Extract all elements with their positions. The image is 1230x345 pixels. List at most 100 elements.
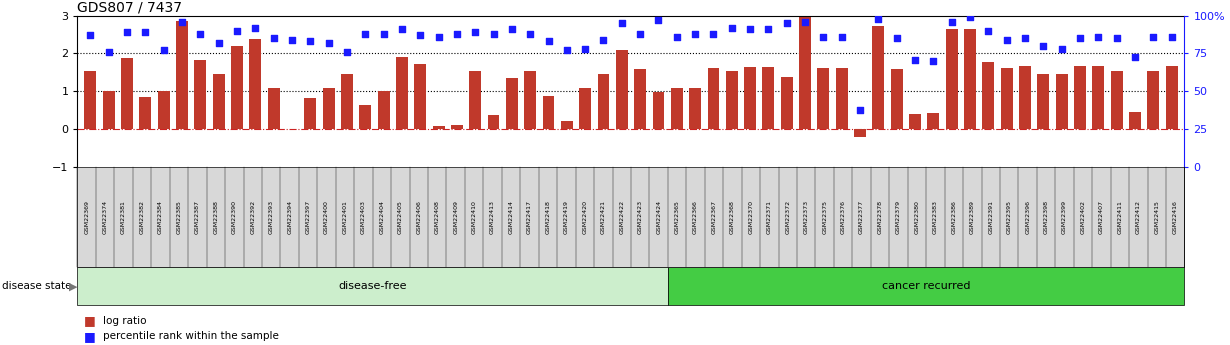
Text: GSM22375: GSM22375 <box>822 200 828 234</box>
Bar <box>213 73 225 129</box>
Bar <box>102 91 114 129</box>
Point <box>465 29 485 35</box>
Text: disease-free: disease-free <box>338 282 407 291</box>
Point <box>117 29 137 35</box>
Point <box>704 31 723 37</box>
Point <box>246 25 266 30</box>
Text: GSM22401: GSM22401 <box>342 200 348 234</box>
Text: GSM22400: GSM22400 <box>323 200 330 234</box>
Text: GSM22366: GSM22366 <box>692 200 699 234</box>
Text: GSM22410: GSM22410 <box>471 200 477 234</box>
Point <box>228 28 247 33</box>
Point <box>1070 36 1090 41</box>
Bar <box>818 68 829 129</box>
Point <box>191 31 210 37</box>
Text: GSM22424: GSM22424 <box>656 200 662 234</box>
Point <box>831 34 851 40</box>
Point <box>1089 34 1108 40</box>
Point <box>1107 36 1127 41</box>
Point <box>630 31 649 37</box>
Text: GSM22394: GSM22394 <box>287 200 293 234</box>
Text: GSM22368: GSM22368 <box>729 200 736 234</box>
Text: GSM22412: GSM22412 <box>1135 200 1141 234</box>
Point <box>996 37 1016 42</box>
Bar <box>1074 66 1086 129</box>
Text: GSM22417: GSM22417 <box>526 200 533 234</box>
Text: GSM22415: GSM22415 <box>1154 200 1160 234</box>
Point <box>392 27 412 32</box>
Bar <box>744 67 756 129</box>
Point <box>1033 43 1053 49</box>
Point <box>520 31 540 37</box>
Text: cancer recurred: cancer recurred <box>882 282 970 291</box>
Bar <box>670 88 683 129</box>
Text: GSM22388: GSM22388 <box>213 200 219 234</box>
Point <box>813 34 833 40</box>
Text: GSM22386: GSM22386 <box>951 200 957 234</box>
Bar <box>322 88 335 129</box>
Bar <box>872 26 884 129</box>
Text: GSM22383: GSM22383 <box>932 200 938 234</box>
Point <box>1162 34 1182 40</box>
Point <box>1052 46 1071 52</box>
Bar <box>487 115 499 129</box>
Point <box>300 39 320 44</box>
Text: GSM22385: GSM22385 <box>176 200 182 234</box>
Bar <box>121 58 133 129</box>
Bar <box>304 98 316 129</box>
Point <box>135 29 155 35</box>
Bar <box>579 88 592 129</box>
Text: GSM22419: GSM22419 <box>563 200 569 234</box>
Text: ■: ■ <box>84 330 96 343</box>
Text: GSM22391: GSM22391 <box>988 200 994 234</box>
Text: GSM22399: GSM22399 <box>1061 200 1068 234</box>
Text: GSM22422: GSM22422 <box>619 200 625 234</box>
Text: GSM22393: GSM22393 <box>268 200 274 234</box>
Bar <box>616 50 627 129</box>
Point <box>209 40 229 46</box>
Bar <box>1001 68 1012 129</box>
Text: GSM22418: GSM22418 <box>545 200 551 234</box>
Point <box>1015 36 1034 41</box>
Bar <box>1020 66 1031 129</box>
Point <box>924 58 943 64</box>
Text: GSM22376: GSM22376 <box>840 200 846 234</box>
Text: GSM22392: GSM22392 <box>250 200 256 234</box>
Text: GSM22370: GSM22370 <box>748 200 754 234</box>
Bar <box>506 78 518 129</box>
Point <box>319 40 338 46</box>
Bar <box>1092 66 1105 129</box>
Text: GSM22403: GSM22403 <box>360 200 367 234</box>
Text: GSM22367: GSM22367 <box>711 200 717 234</box>
Bar <box>635 69 646 129</box>
Bar <box>689 88 701 129</box>
Point <box>1125 54 1145 59</box>
Point <box>648 17 668 23</box>
Point <box>961 14 980 20</box>
Bar <box>946 29 958 129</box>
Text: GSM22397: GSM22397 <box>305 200 311 234</box>
Text: GSM22382: GSM22382 <box>139 200 145 234</box>
Bar <box>378 91 390 129</box>
Text: GSM22411: GSM22411 <box>1117 200 1123 234</box>
Point <box>337 49 357 55</box>
Text: GSM22390: GSM22390 <box>231 200 237 234</box>
Bar <box>524 71 536 129</box>
Text: disease state: disease state <box>2 282 73 291</box>
Text: percentile rank within the sample: percentile rank within the sample <box>103 332 279 341</box>
Text: GSM22421: GSM22421 <box>600 200 606 234</box>
Point <box>796 19 815 24</box>
Text: GSM22416: GSM22416 <box>1172 200 1178 234</box>
Point <box>868 16 888 21</box>
Text: GSM22423: GSM22423 <box>637 200 643 234</box>
Text: GSM22405: GSM22405 <box>397 200 403 234</box>
Point <box>483 31 503 37</box>
Bar <box>983 62 994 129</box>
Bar <box>1148 71 1160 129</box>
Text: GSM22384: GSM22384 <box>157 200 164 234</box>
Bar <box>470 71 481 129</box>
Bar <box>231 46 242 129</box>
Bar <box>1111 71 1123 129</box>
Text: GSM22414: GSM22414 <box>508 200 514 234</box>
Text: GSM22420: GSM22420 <box>582 200 588 234</box>
